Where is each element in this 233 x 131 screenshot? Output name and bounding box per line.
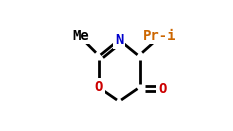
Text: O: O (158, 82, 167, 96)
Text: N: N (115, 33, 123, 47)
Text: Me: Me (72, 29, 89, 43)
Text: Pr-i: Pr-i (143, 29, 177, 43)
Text: O: O (94, 80, 103, 94)
